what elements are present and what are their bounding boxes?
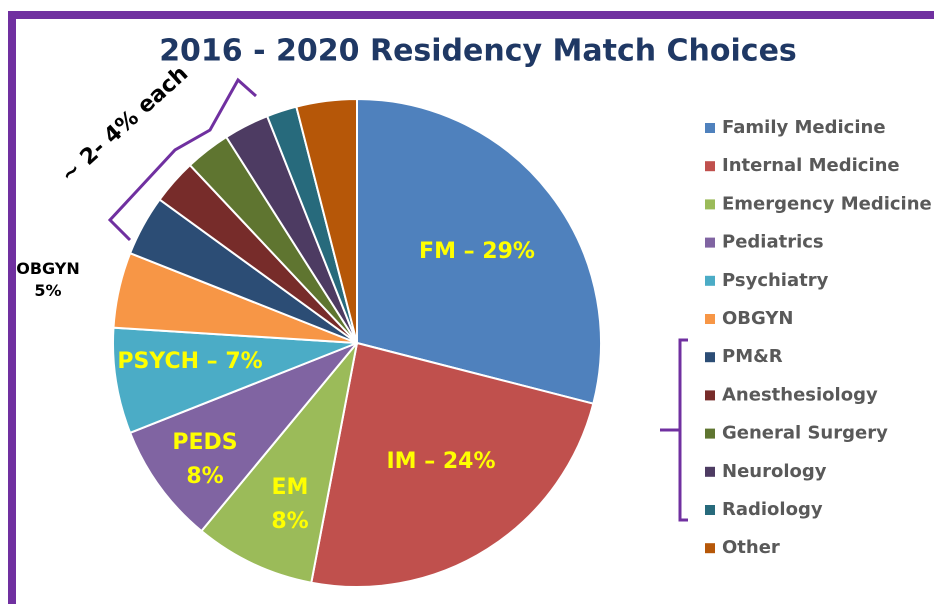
legend-swatch: [705, 428, 715, 439]
pie-slice: [112, 326, 358, 435]
chart-title: 2016 - 2020 Residency Match Choices: [159, 34, 797, 69]
legend-label: Radiology: [722, 499, 823, 520]
legend-label: PM&R: [722, 346, 783, 367]
legend-swatch: [705, 237, 715, 248]
legend-label: Internal Medicine: [722, 155, 900, 176]
legend-label: OBGYN: [722, 308, 794, 329]
pie-slice: [310, 341, 595, 588]
legend-swatch: [705, 543, 715, 554]
legend-bracket: [660, 338, 688, 522]
legend-label: Family Medicine: [722, 117, 886, 138]
legend-swatch: [705, 161, 715, 172]
legend-label: Other: [722, 537, 780, 558]
legend-swatch: [705, 275, 715, 286]
legend-swatch: [705, 314, 715, 324]
data-label: PSYCH – 7%: [117, 349, 262, 374]
legend-label: Emergency Medicine: [722, 193, 932, 214]
legend-swatch: [705, 199, 715, 210]
pie-slice: [356, 97, 602, 405]
pie-slice: [200, 342, 358, 584]
annotation-bracket: [107, 77, 257, 242]
data-label: EM 8%: [271, 475, 308, 534]
legend-label: Neurology: [722, 461, 827, 482]
legend-swatch: [705, 466, 715, 477]
data-label: OBGYN 5%: [16, 259, 80, 300]
legend-label: General Surgery: [722, 423, 888, 444]
legend-swatch: [705, 505, 715, 515]
legend-swatch: [705, 123, 715, 133]
pie: FM – 29% IM – 24% EM 8% PEDS 8% PSYCH – 7% OBGY…: [16, 97, 602, 588]
legend-label: Psychiatry: [722, 270, 829, 291]
legend-swatch: [705, 352, 715, 363]
pie-slice: [295, 97, 358, 344]
legend-swatch: [705, 390, 715, 401]
pie-slice: [128, 342, 358, 533]
legend-label: Anesthesiology: [722, 384, 878, 405]
data-label: IM – 24%: [386, 449, 495, 474]
legend-label: Pediatrics: [722, 232, 824, 253]
data-label: FM – 29%: [419, 239, 535, 264]
data-label: PEDS 8%: [172, 430, 237, 489]
legend: Family Medicine Internal Medicine Emergenc…: [705, 117, 932, 558]
frame: [8, 11, 934, 604]
